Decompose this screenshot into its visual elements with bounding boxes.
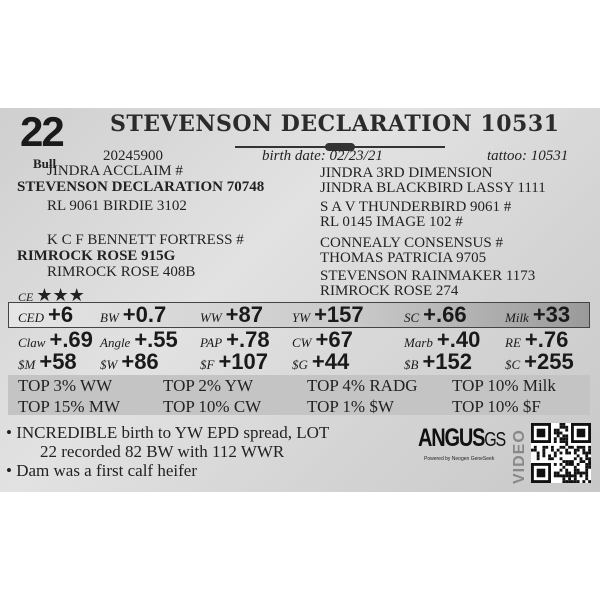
epd-ced: CED +6 [18, 302, 73, 328]
top-badge: TOP 2% YW [163, 376, 254, 395]
epd-dollar-c: $C +255 [505, 349, 574, 375]
calving-ease: CE ★★★ [18, 285, 85, 306]
note: 22 recorded 82 BW with 112 WWR [40, 442, 285, 461]
epd-milk: Milk +33 [505, 302, 570, 328]
top-badge: TOP 10% Milk [452, 376, 556, 395]
pedigree-dam-dam: RIMROCK ROSE 408B [47, 264, 196, 280]
epd-label: $F [200, 357, 215, 372]
epd-claw: Claw +.69 [18, 327, 93, 353]
epd-label: RE [505, 335, 521, 350]
pedigree-sire: STEVENSON DECLARATION 70748 [17, 179, 265, 195]
top-badge: TOP 1% $W [307, 397, 394, 416]
pedigree-dam: RIMROCK ROSE 915G [17, 248, 176, 264]
video-label: VIDEO [511, 429, 528, 484]
epd-value: +6 [48, 302, 74, 327]
pedigree-right: RIMROCK ROSE 274 [320, 283, 459, 299]
epd-label: $W [100, 357, 118, 372]
epd-value: +86 [121, 349, 159, 374]
pedigree-right: JINDRA 3RD DIMENSION [320, 165, 493, 181]
pedigree-sire-sire: JINDRA ACCLAIM # [47, 163, 183, 179]
epd-value: +.40 [436, 327, 481, 352]
epd-label: CED [18, 310, 44, 325]
epd-marb: Marb +.40 [404, 327, 480, 353]
epd-value: +107 [218, 349, 269, 374]
epd-label: Marb [404, 335, 433, 350]
epd-value: +.78 [226, 327, 270, 352]
epd-re: RE +.76 [505, 327, 568, 353]
epd-dollar-m: $M +58 [18, 349, 77, 375]
epd-value: +.66 [423, 302, 467, 327]
top-badge: TOP 10% $F [452, 397, 541, 416]
birth-date: birth date: 02/23/21 [262, 148, 383, 164]
angus-gs-logo: ANGUSGS [418, 424, 506, 452]
epd-pap: PAP +.78 [200, 327, 270, 353]
star-rating-icon: ★★★ [36, 285, 85, 305]
ornament-divider [235, 143, 445, 151]
epd-cw: CW +67 [292, 327, 353, 353]
epd-value: +44 [311, 349, 350, 374]
epd-ww: WW +87 [200, 302, 263, 328]
ce-label: CE [18, 290, 34, 304]
lot-number: 22 [20, 108, 65, 155]
epd-label: $G [292, 357, 308, 372]
epd-label: $C [505, 357, 521, 372]
epd-label: WW [200, 310, 222, 325]
top-badge: TOP 10% CW [163, 397, 262, 416]
epd-value: +67 [315, 327, 353, 352]
note: • Dam was a first calf heifer [6, 461, 197, 480]
animal-name: STEVENSON DECLARATION 10531 [110, 111, 560, 137]
tattoo: tattoo: 10531 [487, 148, 569, 164]
epd-value: +0.7 [122, 302, 167, 327]
epd-value: +87 [225, 302, 263, 327]
top-badge: TOP 4% RADG [307, 376, 418, 395]
epd-value: +152 [422, 349, 473, 374]
lot-card: 22 STEVENSON DECLARATION 10531 Bull 2024… [0, 108, 600, 492]
epd-value: +.55 [134, 327, 178, 352]
epd-value: +.76 [524, 327, 569, 352]
epd-value: +157 [314, 302, 364, 327]
epd-value: +255 [524, 349, 574, 374]
pedigree-right: RL 0145 IMAGE 102 # [320, 214, 463, 230]
pedigree-right: JINDRA BLACKBIRD LASSY 1111 [320, 180, 546, 196]
epd-value: +58 [39, 349, 77, 374]
epd-dollar-f: $F +107 [200, 349, 268, 375]
epd-dollar-b: $B +152 [404, 349, 472, 375]
epd-label: Claw [18, 335, 46, 350]
top-percentiles-band [8, 375, 590, 415]
epd-label: BW [100, 310, 119, 325]
epd-bw: BW +0.7 [100, 302, 166, 328]
top-badge: TOP 3% WW [18, 376, 113, 395]
pedigree-sire-dam: RL 9061 BIRDIE 3102 [47, 198, 187, 214]
epd-angle: Angle +.55 [100, 327, 178, 353]
animal-type: Bull [33, 156, 57, 171]
top-badge: TOP 15% MW [18, 397, 120, 416]
epd-value: +33 [532, 302, 571, 327]
epd-label: Milk [505, 310, 529, 325]
epd-value: +.69 [49, 327, 93, 352]
pedigree-right: STEVENSON RAINMAKER 1173 [320, 268, 536, 284]
epd-sc: SC +.66 [404, 302, 467, 328]
epd-label: CW [292, 335, 312, 350]
pedigree-right: S A V THUNDERBIRD 9061 # [320, 199, 512, 215]
pedigree-right: CONNEALY CONSENSUS # [320, 235, 503, 251]
pedigree-right: THOMAS PATRICIA 9705 [320, 250, 487, 266]
epd-band [8, 302, 590, 328]
logo-tagline: Powered by Neogen GeneSeek [424, 456, 495, 462]
epd-label: $B [404, 357, 419, 372]
epd-label: PAP [200, 335, 223, 350]
epd-label: Angle [100, 335, 131, 350]
note: • INCREDIBLE birth to YW EPD spread, LOT [6, 423, 330, 442]
epd-label: $M [18, 357, 36, 372]
epd-yw: YW +157 [292, 302, 364, 328]
epd-dollar-w: $W +86 [100, 349, 159, 375]
epd-label: SC [404, 310, 420, 325]
epd-label: YW [292, 310, 311, 325]
pedigree-dam-sire: K C F BENNETT FORTRESS # [47, 232, 244, 248]
epd-dollar-g: $G +44 [292, 349, 349, 375]
qr-code-icon[interactable] [531, 421, 591, 485]
registration-number: 20245900 [103, 148, 163, 164]
